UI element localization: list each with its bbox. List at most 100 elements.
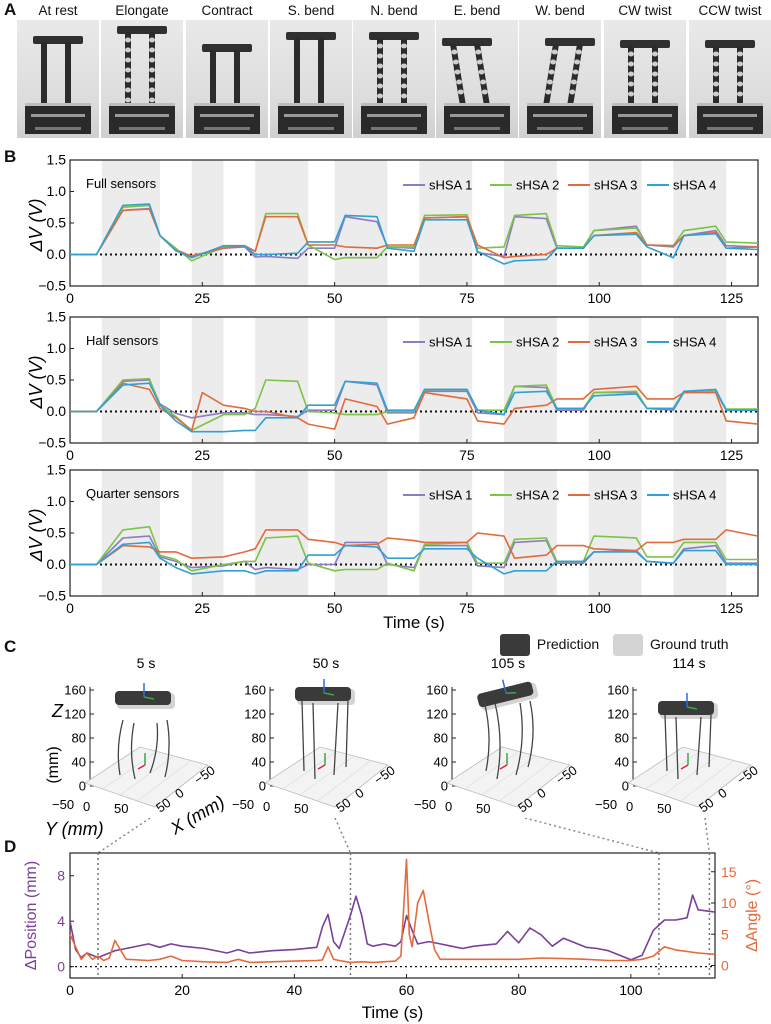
robot-drawing <box>33 36 83 106</box>
robot-top-plate <box>202 44 252 52</box>
robot-leg-hole <box>401 83 407 89</box>
y-tick-label: −50 <box>414 797 436 812</box>
robot-base-rig <box>612 103 678 134</box>
x-tick-label: 60 <box>399 982 415 998</box>
robot-leg-hole <box>125 87 131 93</box>
x-tick-label: 20 <box>174 982 190 998</box>
y-tick-label: 50 <box>294 801 308 816</box>
series-line-shsa-2 <box>70 377 758 432</box>
robot-top-plate <box>33 36 83 44</box>
robot-photo-s <box>270 20 352 138</box>
robot-leg-2 <box>149 722 159 774</box>
robot-leg-1 <box>494 702 501 780</box>
robot-photo-elongate <box>101 20 183 138</box>
robot-drawing <box>543 38 595 106</box>
robot-leg-hole <box>149 97 155 103</box>
y-tick-label: 1.5 <box>47 152 67 168</box>
shaded-interval-7 <box>673 317 727 443</box>
y-tick-label: −50 <box>595 797 617 812</box>
legend-label: sHSA 1 <box>429 335 472 350</box>
robot-leg-hole <box>713 71 719 77</box>
x-tick-label: 0 <box>66 290 74 306</box>
z-tick-label: 0 <box>259 779 266 794</box>
z-tick-label: 160 <box>64 683 86 698</box>
robot-photo-cw <box>604 20 686 138</box>
robot-leg-hole <box>570 79 577 85</box>
z-tick-label: 0 <box>441 779 448 794</box>
robot-top-plate <box>286 32 336 40</box>
y-tick-label: 1.0 <box>47 183 67 199</box>
shaded-interval-1 <box>191 470 224 596</box>
right-y-tick-label: 10 <box>721 895 737 911</box>
shaded-interval-7 <box>673 470 727 596</box>
robot-leg-hole <box>572 69 579 75</box>
robot-base-rig <box>109 103 175 134</box>
platform-y-marker <box>505 692 517 694</box>
x-axis-title: Time (s) <box>362 1003 424 1022</box>
robot-leg-1 <box>234 50 240 106</box>
robot-drawing <box>620 40 670 106</box>
y-tick-label: −50 <box>232 797 254 812</box>
robot-drawing <box>369 32 419 106</box>
robot-leg-hole <box>476 59 483 65</box>
y-tick-label: 1.0 <box>47 493 67 509</box>
robot-leg-hole <box>377 83 383 89</box>
legend-label: sHSA 1 <box>429 488 472 503</box>
series-line-left <box>69 894 716 961</box>
robot-leg-hole <box>377 93 383 99</box>
robot-photo-w <box>519 20 601 138</box>
legend-label: sHSA 4 <box>673 178 716 193</box>
series-line-shsa-2 <box>70 204 759 262</box>
y-tick-label: −50 <box>52 797 74 812</box>
robot-leg-hole <box>125 57 131 63</box>
robot-leg-hole <box>475 49 482 55</box>
robot-leg-0 <box>483 700 490 772</box>
robot-leg-hole <box>451 49 458 55</box>
connector-line-0 <box>97 818 151 854</box>
robot-leg-hole <box>628 61 634 67</box>
x-tick-label: 25 <box>195 290 211 306</box>
robot-leg-3 <box>345 700 349 768</box>
x-tick-label: 25 <box>195 447 211 463</box>
legend-label: sHSA 4 <box>673 335 716 350</box>
robot-leg-hole <box>546 79 553 85</box>
right-y-axis-title: ΔAngle (°) <box>744 879 761 952</box>
robot-leg-hole <box>125 97 131 103</box>
x-tick-label: 40 <box>287 982 303 998</box>
series-line-shsa-4 <box>70 203 759 265</box>
x-tick-label: 25 <box>195 600 211 616</box>
y-tick-label: 1.0 <box>47 340 67 356</box>
photo-label-2: Contract <box>201 3 253 18</box>
legend-label: sHSA 3 <box>594 178 637 193</box>
robot-leg-hole <box>149 77 155 83</box>
photo-label-4: N. bend <box>370 3 418 18</box>
left-y-axis-title: ΔPosition (mm) <box>23 861 40 970</box>
y-tick-label: 0 <box>263 799 270 814</box>
floor-grid-line <box>317 760 372 802</box>
panel-a-letter: A <box>4 0 17 19</box>
subplot-title: Full sensors <box>86 176 157 191</box>
robot-leg-hole <box>377 53 383 59</box>
legend-label: sHSA 1 <box>429 178 472 193</box>
robot-base-rig <box>527 103 593 134</box>
robot-leg-hole <box>628 71 634 77</box>
robot-leg-hole <box>377 73 383 79</box>
y-tick-label: 0 <box>626 799 633 814</box>
floor-grid-line <box>299 755 355 796</box>
pose-time-label: 114 s <box>672 655 705 671</box>
robot-top-plate <box>620 40 670 48</box>
z-tick-label: 120 <box>244 707 266 722</box>
shaded-interval-5 <box>503 470 557 596</box>
shaded-interval-6 <box>588 470 642 596</box>
robot-leg-0 <box>210 50 216 106</box>
photo-label-1: Elongate <box>115 3 169 18</box>
photo-label-5: E. bend <box>453 3 501 18</box>
shaded-interval-6 <box>588 317 642 443</box>
robot-leg-0 <box>41 42 47 106</box>
floor-grid-line <box>464 751 520 790</box>
robot-leg-hole <box>652 81 658 87</box>
robot-leg-hole <box>454 69 461 75</box>
robot-leg-1 <box>65 42 71 106</box>
predicted-platform <box>477 681 534 708</box>
